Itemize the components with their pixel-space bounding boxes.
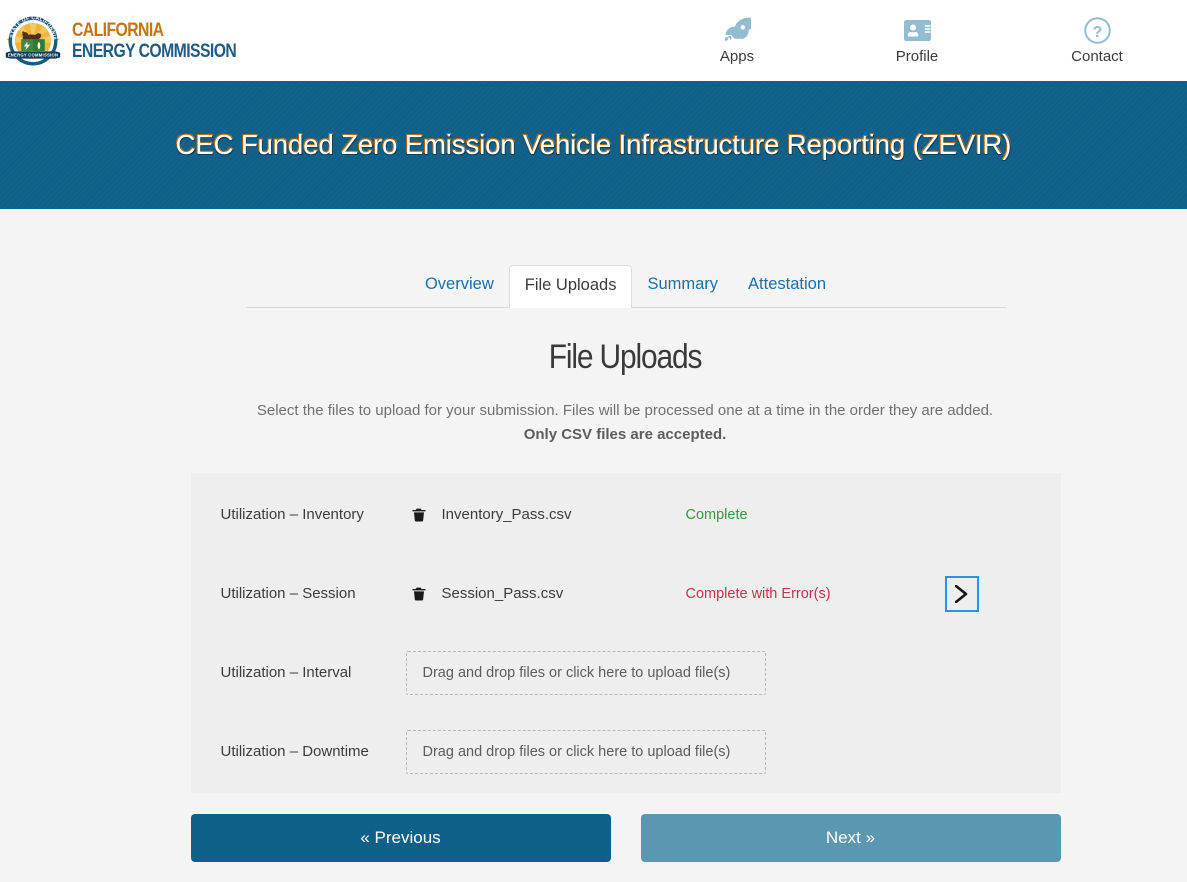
svg-text:ENERGY COMMISSION: ENERGY COMMISSION bbox=[8, 52, 59, 57]
svg-text:?: ? bbox=[1092, 23, 1102, 40]
